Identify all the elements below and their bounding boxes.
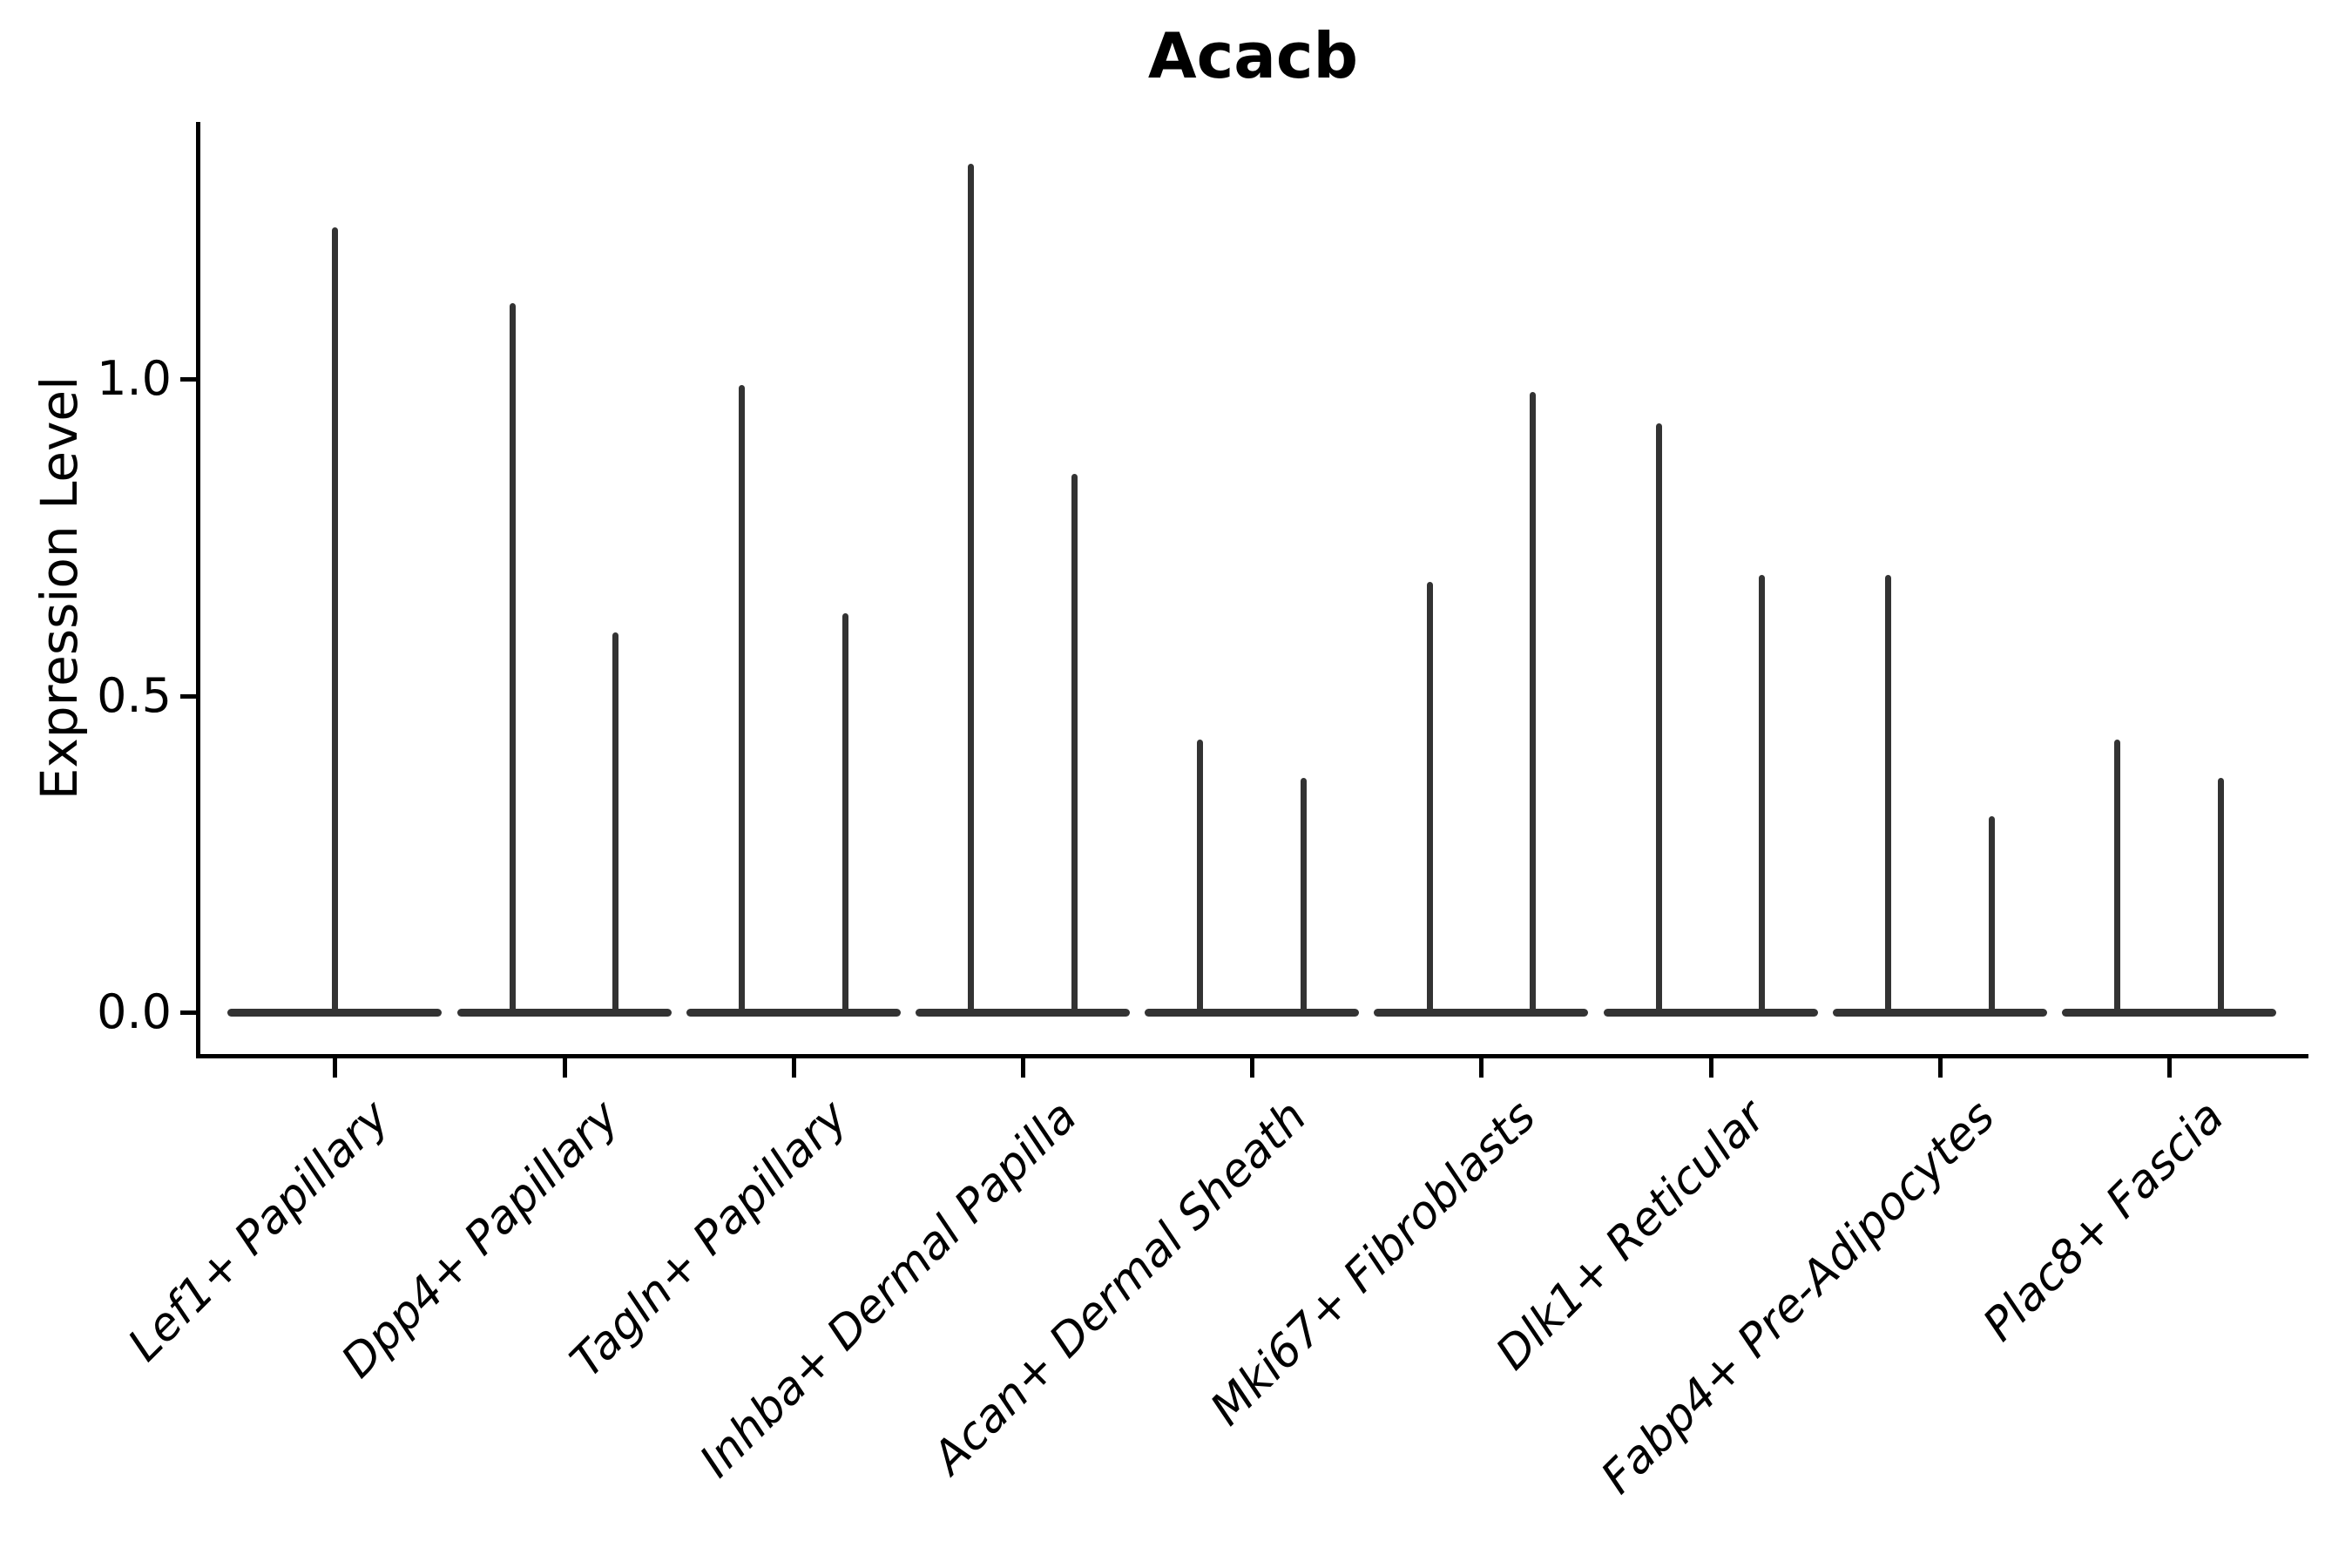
y-tick-mark: [180, 377, 196, 382]
violin-spike: [1426, 581, 1433, 1016]
violin-spike: [1197, 740, 1204, 1016]
violin-spike: [2114, 740, 2121, 1016]
violin-spike: [331, 226, 338, 1016]
x-tick-label: Fabp4+ Pre-Adipocytes: [1591, 1091, 2005, 1504]
violin-base: [456, 1009, 672, 1017]
violin-spike: [738, 385, 745, 1016]
violin-base: [1374, 1009, 1589, 1017]
violin-base: [1145, 1009, 1360, 1017]
violin-spike: [841, 612, 848, 1016]
y-tick-label: 0.0: [97, 984, 172, 1039]
x-tick-mark: [562, 1058, 567, 1078]
violin-spike: [1071, 474, 1078, 1016]
y-axis-label: Expression Level: [30, 375, 89, 801]
y-axis-spine: [196, 122, 200, 1058]
violin-base: [1832, 1009, 2047, 1017]
violin-spike: [968, 163, 975, 1016]
y-tick-mark: [180, 1010, 196, 1015]
x-tick-label: Inhba+ Dermal Papilla: [690, 1091, 1088, 1488]
violin-base: [915, 1009, 1130, 1017]
violin-base: [686, 1009, 901, 1017]
x-tick-mark: [1937, 1058, 1943, 1078]
violin-spike: [1655, 422, 1662, 1016]
x-tick-mark: [1708, 1058, 1713, 1078]
y-tick-mark: [180, 693, 196, 699]
violin-spike: [1530, 391, 1537, 1016]
x-tick-mark: [1020, 1058, 1025, 1078]
violin-spike: [2217, 778, 2224, 1016]
x-tick-mark: [1479, 1058, 1484, 1078]
x-tick-mark: [333, 1058, 338, 1078]
x-tick-mark: [2166, 1058, 2172, 1078]
x-tick-label: Plac8+ Fascia: [1973, 1091, 2234, 1352]
violin-spike: [612, 632, 619, 1016]
violin-spike: [1300, 778, 1307, 1016]
y-tick-label: 1.0: [97, 351, 172, 406]
violin-spike: [509, 302, 516, 1016]
plot-title: Acacb: [1147, 19, 1359, 92]
x-tick-mark: [791, 1058, 796, 1078]
violin-base: [1603, 1009, 1818, 1017]
x-tick-label: Acan+ Dermal Sheath: [923, 1091, 1317, 1484]
x-tick-mark: [1250, 1058, 1255, 1078]
violin-spike: [1884, 575, 1891, 1016]
violin-spike: [1759, 575, 1766, 1016]
y-tick-label: 0.5: [97, 667, 172, 723]
violin-spike: [1988, 815, 1995, 1016]
violin-base: [2061, 1009, 2276, 1017]
x-axis-spine: [196, 1054, 2308, 1058]
